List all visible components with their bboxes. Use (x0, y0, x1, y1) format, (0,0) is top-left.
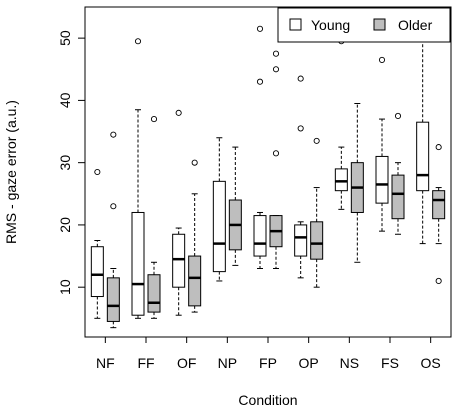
x-tick-label-OF: OF (177, 355, 196, 371)
box-body (253, 215, 267, 257)
box-body (188, 255, 202, 307)
y-tick-label-30: 30 (57, 155, 73, 171)
outlier-point (297, 125, 304, 132)
outlier-point (394, 112, 402, 120)
x-tick-label-NF: NF (96, 355, 115, 371)
legend-frame (277, 7, 451, 43)
outlier-point (272, 50, 280, 57)
box-NS-young (334, 38, 348, 210)
box-OF-young (172, 109, 186, 316)
box-body (375, 155, 389, 204)
box-body (212, 180, 226, 273)
box-body (391, 174, 405, 220)
legend-label-young: Young (311, 17, 350, 33)
box-body (131, 211, 145, 316)
box-body (310, 221, 324, 260)
outlier-point (110, 131, 117, 138)
box-NP-young (212, 137, 226, 282)
box-FS-older (391, 112, 405, 235)
box-OS-older (432, 144, 446, 285)
box-OP-young (294, 75, 308, 279)
box-body (334, 168, 348, 192)
x-tick-label-FP: FP (259, 355, 277, 371)
x-tick-label-FF: FF (137, 355, 154, 371)
outlier-point (313, 137, 320, 144)
boxes-layer (90, 25, 446, 329)
x-axis: NF FF OF NP FP OP NS FS OS (96, 337, 441, 371)
outlier-point (94, 168, 101, 176)
outlier-point (435, 277, 442, 285)
box-NF-older (106, 131, 120, 329)
y-tick-label-40: 40 (57, 92, 73, 108)
box-body (416, 121, 430, 192)
box-NP-older (228, 146, 242, 266)
outlier-point (435, 144, 442, 151)
y-tick-label-10: 10 (57, 279, 73, 295)
box-body (172, 233, 186, 288)
outlier-point (297, 75, 304, 82)
outlier-point (272, 150, 280, 157)
legend-swatch-older (373, 18, 386, 31)
y-axis: 10 20 30 40 50 (57, 30, 85, 295)
outlier-point (256, 78, 264, 85)
box-NF-young (90, 168, 104, 319)
outlier-point (191, 159, 198, 166)
box-FS-young (375, 56, 389, 232)
box-FP-older (269, 50, 283, 270)
outlier-point (134, 38, 142, 45)
legend-label-older: Older (398, 17, 433, 33)
outlier-point (378, 56, 386, 63)
box-body (147, 274, 161, 313)
box-FP-young (253, 25, 267, 270)
box-body (294, 224, 308, 257)
box-FF-older (147, 116, 161, 319)
outlier-point (272, 66, 280, 73)
outlier-point (110, 203, 117, 210)
x-axis-title: Condition (238, 392, 297, 408)
legend: Young Older (277, 7, 451, 43)
box-body (90, 246, 104, 298)
box-OF-older (188, 159, 202, 313)
x-tick-label-OS: OS (421, 355, 441, 371)
legend-swatch-young (289, 18, 302, 31)
outlier-point (175, 109, 182, 116)
x-tick-label-NS: NS (340, 355, 359, 371)
box-body (432, 190, 446, 220)
x-tick-label-NP: NP (218, 355, 237, 371)
y-tick-label-50: 50 (57, 30, 73, 46)
outlier-point (256, 25, 264, 32)
box-OP-older (310, 137, 324, 288)
y-axis-title: RMS - gaze error (a.u.) (3, 100, 19, 244)
box-NS-older (350, 103, 364, 263)
x-tick-label-OP: OP (299, 355, 319, 371)
box-OS-young (416, 31, 430, 245)
x-tick-label-FS: FS (381, 355, 399, 371)
outlier-point (150, 116, 158, 123)
box-body (106, 277, 120, 322)
y-tick-label-20: 20 (57, 217, 73, 233)
box-FF-young (131, 38, 145, 319)
